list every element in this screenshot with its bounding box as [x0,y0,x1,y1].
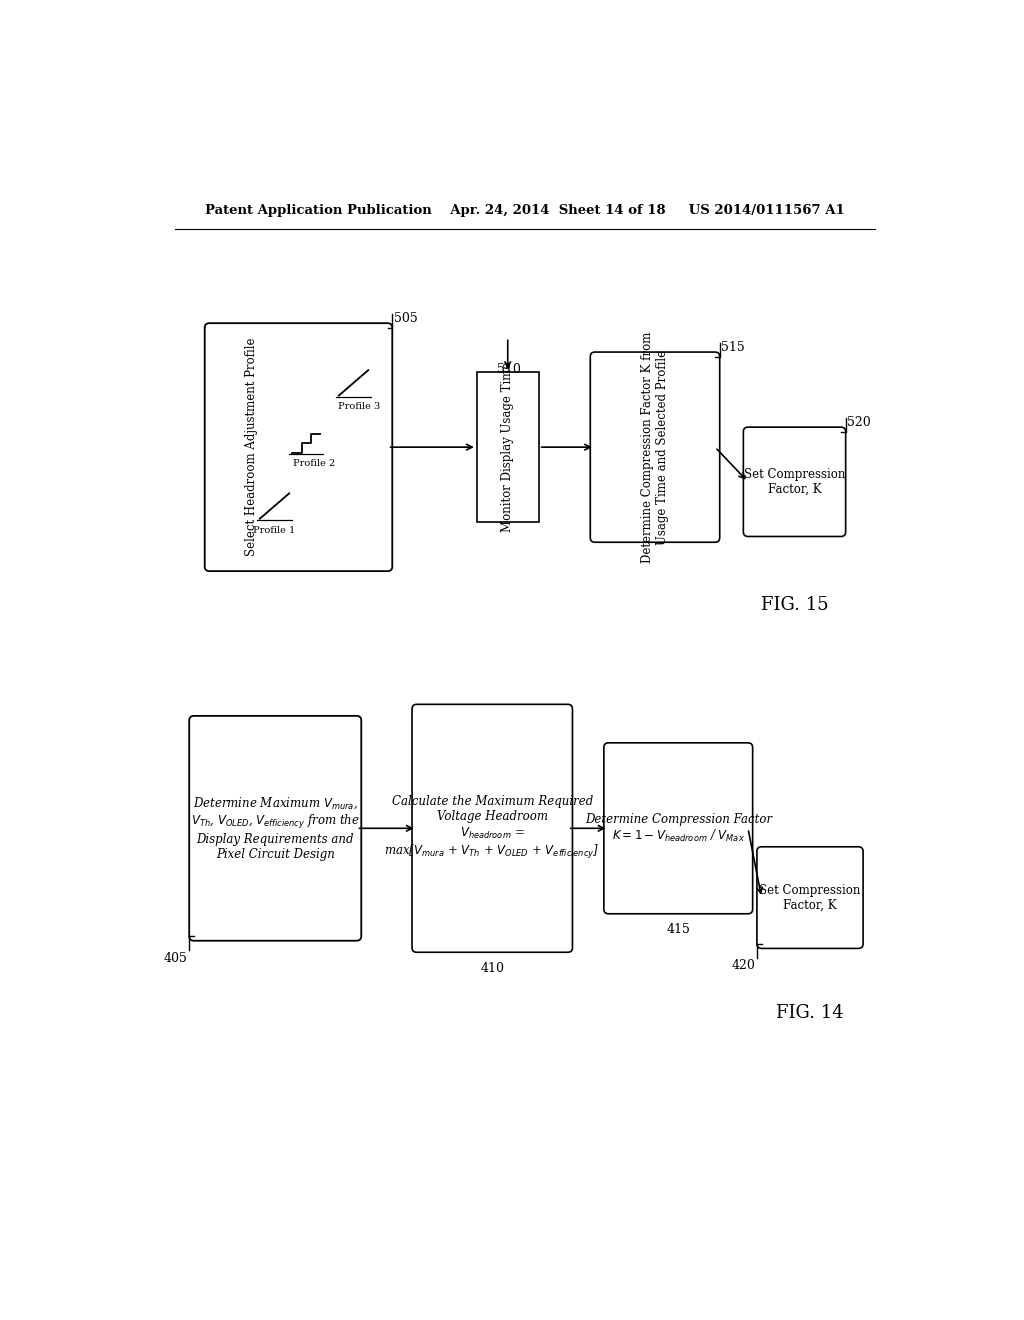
FancyBboxPatch shape [604,743,753,913]
Text: 415: 415 [667,923,690,936]
Text: Profile 1: Profile 1 [253,525,296,535]
Text: 520: 520 [847,416,871,429]
Text: Determine Compression Factor
$K = 1 - V_{headroom}$ / $V_{Max}$: Determine Compression Factor $K = 1 - V_… [585,813,772,843]
Text: 410: 410 [480,961,504,974]
Text: Determine Compression Factor K from
Usage Time and Selected Profile: Determine Compression Factor K from Usag… [641,331,669,562]
Text: 505: 505 [394,313,418,326]
Text: Calculate the Maximum Required
Voltage Headroom
$V_{headroom}$ =
max[$V_{mura}$ : Calculate the Maximum Required Voltage H… [384,796,600,861]
Text: Determine Maximum $V_{mura}$,
$V_{Th}$, $V_{OLED}$, $V_{efficiency}$ from the
Di: Determine Maximum $V_{mura}$, $V_{Th}$, … [190,796,359,861]
Text: Monitor Display Usage Time: Monitor Display Usage Time [502,362,514,532]
Text: Set Compression
Factor, K: Set Compression Factor, K [760,883,861,912]
FancyBboxPatch shape [412,705,572,952]
Text: Select Headroom Adjustment Profile: Select Headroom Adjustment Profile [246,338,258,557]
Text: FIG. 14: FIG. 14 [776,1005,844,1022]
Text: 515: 515 [721,342,745,354]
FancyBboxPatch shape [189,715,361,941]
Text: Profile 3: Profile 3 [338,403,380,412]
Text: 510: 510 [498,363,521,376]
Text: 405: 405 [164,952,187,965]
FancyBboxPatch shape [743,428,846,536]
Bar [477,372,539,523]
Text: Patent Application Publication    Apr. 24, 2014  Sheet 14 of 18     US 2014/0111: Patent Application Publication Apr. 24, … [205,205,845,218]
FancyBboxPatch shape [205,323,392,572]
Text: Set Compression
Factor, K: Set Compression Factor, K [743,467,845,496]
Text: Profile 2: Profile 2 [293,459,335,469]
FancyBboxPatch shape [757,847,863,948]
Text: 420: 420 [731,960,756,973]
FancyBboxPatch shape [590,352,720,543]
Text: FIG. 15: FIG. 15 [761,597,828,614]
